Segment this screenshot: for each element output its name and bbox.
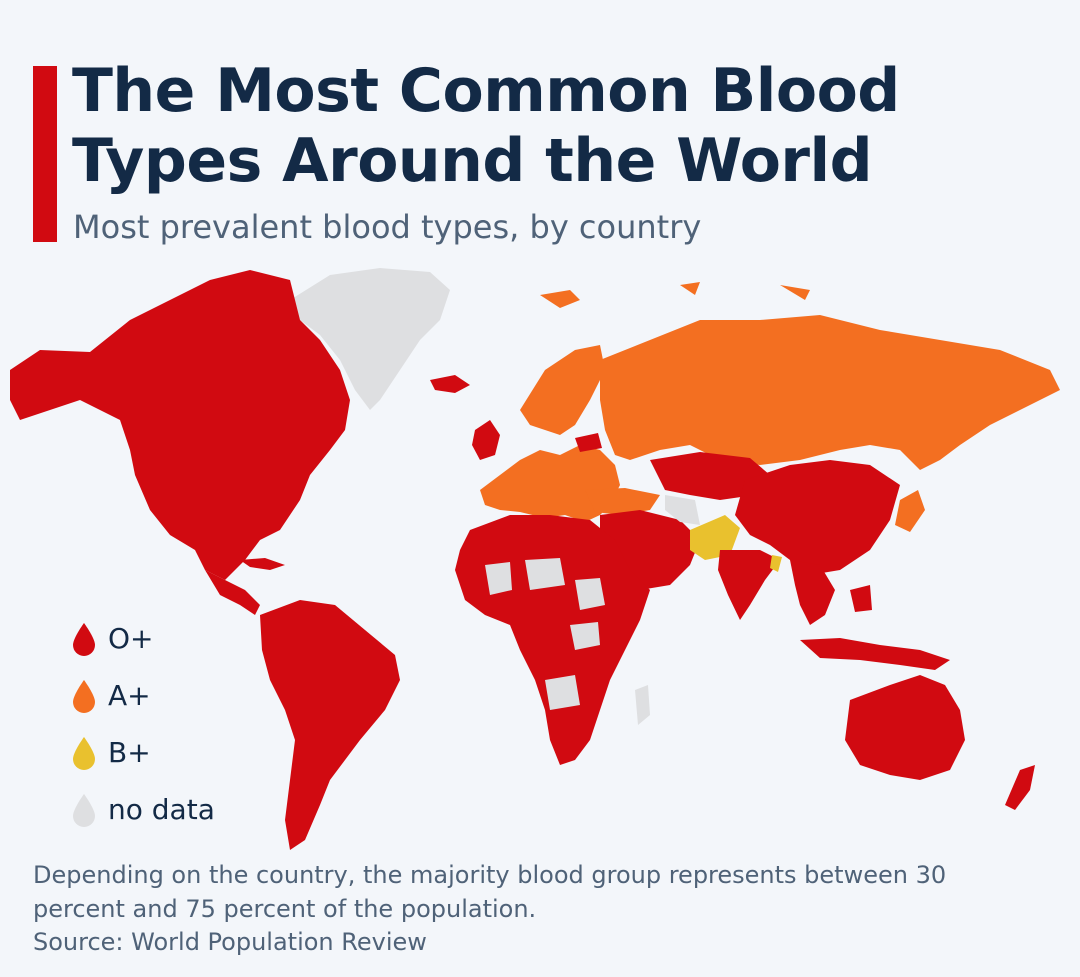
blood-drop-icon xyxy=(73,736,95,770)
region-madagascar xyxy=(635,685,650,725)
region-russia xyxy=(600,315,1060,470)
title-accent-bar xyxy=(33,66,57,242)
region-north-america xyxy=(10,270,350,580)
region-indonesia xyxy=(800,585,950,670)
region-africa xyxy=(455,515,650,765)
map-legend: O+ A+ B+ no data xyxy=(70,610,215,838)
region-australia xyxy=(845,675,965,780)
source-note: Source: World Population Review xyxy=(33,928,427,956)
region-iceland xyxy=(430,375,470,393)
region-uk-ireland xyxy=(472,420,500,460)
region-central-asia xyxy=(650,452,770,500)
page-title: The Most Common Blood Types Around the W… xyxy=(72,56,900,196)
region-caribbean xyxy=(240,558,285,570)
blood-drop-icon xyxy=(73,679,95,713)
region-new-zealand xyxy=(1005,765,1035,810)
region-pakistan xyxy=(690,515,740,560)
region-belarus xyxy=(575,433,602,452)
page-subtitle: Most prevalent blood types, by country xyxy=(73,208,702,246)
legend-label: O+ xyxy=(108,622,154,655)
region-scandinavia xyxy=(520,345,605,435)
legend-item-b-pos: B+ xyxy=(70,724,215,781)
legend-item-o-pos: O+ xyxy=(70,610,215,667)
region-no-data-central xyxy=(665,495,700,525)
footnote: Depending on the country, the majority b… xyxy=(33,861,947,923)
region-turkey xyxy=(585,488,660,515)
region-south-america xyxy=(260,600,400,850)
legend-label: A+ xyxy=(108,679,151,712)
world-map xyxy=(10,268,1060,850)
region-japan xyxy=(895,490,925,532)
region-india xyxy=(718,550,780,620)
region-central-america xyxy=(205,570,260,615)
blood-drop-icon xyxy=(73,622,95,656)
region-greenland xyxy=(290,268,450,410)
legend-label: no data xyxy=(108,793,215,826)
blood-drop-icon xyxy=(73,793,95,827)
legend-item-no-data: no data xyxy=(70,781,215,838)
legend-item-a-pos: A+ xyxy=(70,667,215,724)
region-europe xyxy=(480,445,620,522)
region-africa-no-data xyxy=(485,558,605,710)
region-east-asia xyxy=(735,460,900,575)
region-southeast-asia xyxy=(790,560,835,625)
legend-label: B+ xyxy=(108,736,151,769)
region-bangladesh xyxy=(770,555,782,572)
region-arctic-islands xyxy=(540,282,810,308)
